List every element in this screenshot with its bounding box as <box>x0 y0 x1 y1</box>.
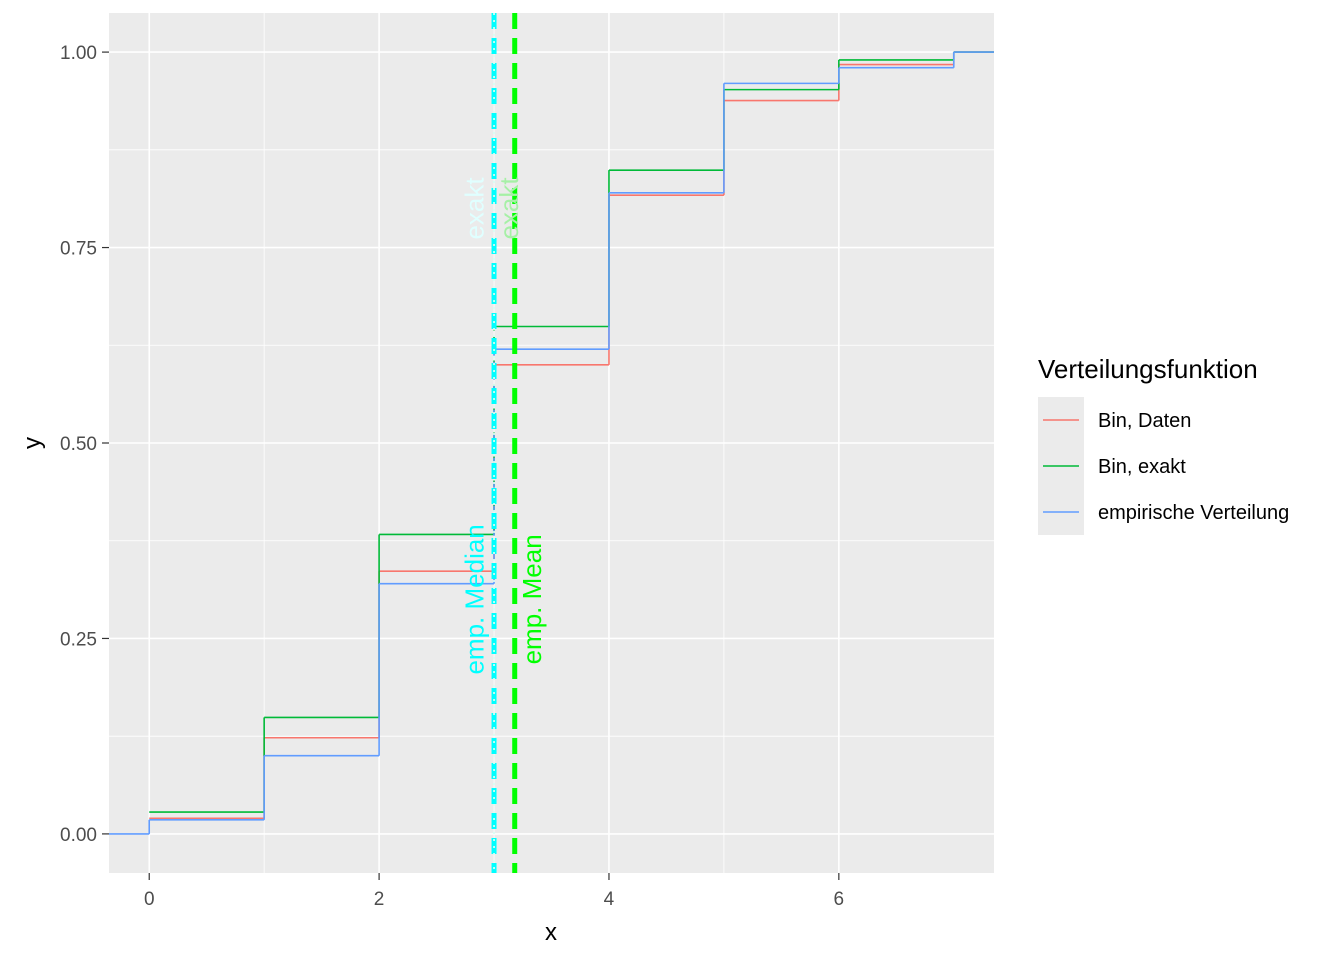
y-tick-label: 0.50 <box>60 434 97 455</box>
y-axis-title: y <box>19 437 46 449</box>
axes: 0 2 4 6 0.00 0.25 0.50 0.75 1.00 <box>60 43 844 910</box>
x-tick-label: 0 <box>144 889 155 910</box>
legend-keys: Bin, Daten Bin, exakt empirische Verteilun… <box>1038 397 1289 535</box>
annotations-layer: emp. Median emp. Mean exakt exakt <box>460 177 547 675</box>
y-tick-label: 0.00 <box>60 825 97 846</box>
legend-title: Verteilungsfunktion <box>1038 354 1258 384</box>
x-tick-label: 2 <box>374 889 385 910</box>
x-axis-title: x <box>545 919 557 946</box>
legend-item-label: empirische Verteilung <box>1098 502 1289 524</box>
legend-item-label: Bin, Daten <box>1098 410 1191 432</box>
y-tick-label: 1.00 <box>60 43 97 64</box>
annotation-label: emp. Mean <box>517 534 547 664</box>
legend: Verteilungsfunktion Bin, Daten Bin, exakt… <box>1038 354 1289 535</box>
reference-lines <box>491 13 518 873</box>
legend-item-label: Bin, exakt <box>1098 456 1186 478</box>
x-tick-label: 6 <box>834 889 845 910</box>
y-tick-label: 0.75 <box>60 239 97 260</box>
annotation-label: emp. Median <box>460 524 490 674</box>
annotation-label: exakt <box>460 177 490 240</box>
annotation-label: exakt <box>494 177 524 240</box>
x-tick-label: 4 <box>604 889 615 910</box>
y-tick-label: 0.25 <box>60 629 97 650</box>
